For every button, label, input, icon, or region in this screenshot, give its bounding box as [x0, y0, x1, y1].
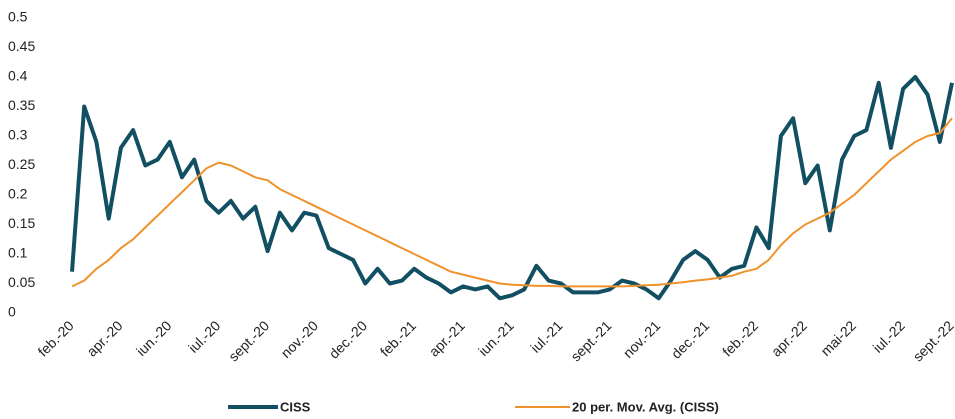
y-tick-label: 0.2: [8, 186, 28, 202]
y-tick-label: 0.5: [8, 9, 28, 25]
x-tick-label: feb.-20: [35, 317, 77, 359]
legend-text: CISS: [280, 399, 311, 414]
x-tick-label: nov.-21: [620, 317, 664, 361]
x-tick-label: dec.-20: [326, 317, 370, 361]
x-tick-label: iul.-20: [185, 317, 223, 355]
series-line: [70, 75, 954, 301]
y-tick-label: 0.1: [8, 245, 28, 261]
legend-text: 20 per. Mov. Avg. (CISS): [572, 399, 719, 414]
x-tick-label: feb.-21: [377, 317, 419, 359]
y-tick-label: 0.15: [8, 215, 35, 231]
y-tick-label: 0.25: [8, 156, 35, 172]
x-tick-label: sept.-20: [225, 317, 272, 364]
y-tick-label: 0.45: [8, 38, 35, 54]
x-tick-label: sept.-21: [567, 317, 614, 364]
x-tick-label: iul.-21: [527, 317, 565, 355]
x-tick-label: apr.-21: [426, 317, 468, 359]
x-tick-label: feb.-22: [719, 317, 761, 359]
x-tick-label: mai-22: [817, 317, 859, 359]
x-tick-label: dec.-21: [668, 317, 712, 361]
x-tick-label: apr.-20: [83, 317, 125, 359]
x-tick-label: iun.-20: [133, 317, 175, 359]
x-tick-label: sept.-22: [910, 317, 955, 364]
x-tick-label: iun.-21: [475, 317, 517, 359]
series-line: [71, 117, 953, 288]
x-tick-label: apr.-22: [768, 317, 810, 359]
y-tick-label: 0.4: [8, 68, 28, 84]
y-tick-label: 0.3: [8, 127, 28, 143]
y-tick-label: 0.35: [8, 97, 35, 113]
x-tick-label: nov.-20: [278, 317, 322, 361]
y-tick-label: 0.05: [8, 274, 35, 290]
y-tick-label: 0: [8, 304, 16, 320]
x-tick-label: iul.-22: [870, 317, 908, 355]
